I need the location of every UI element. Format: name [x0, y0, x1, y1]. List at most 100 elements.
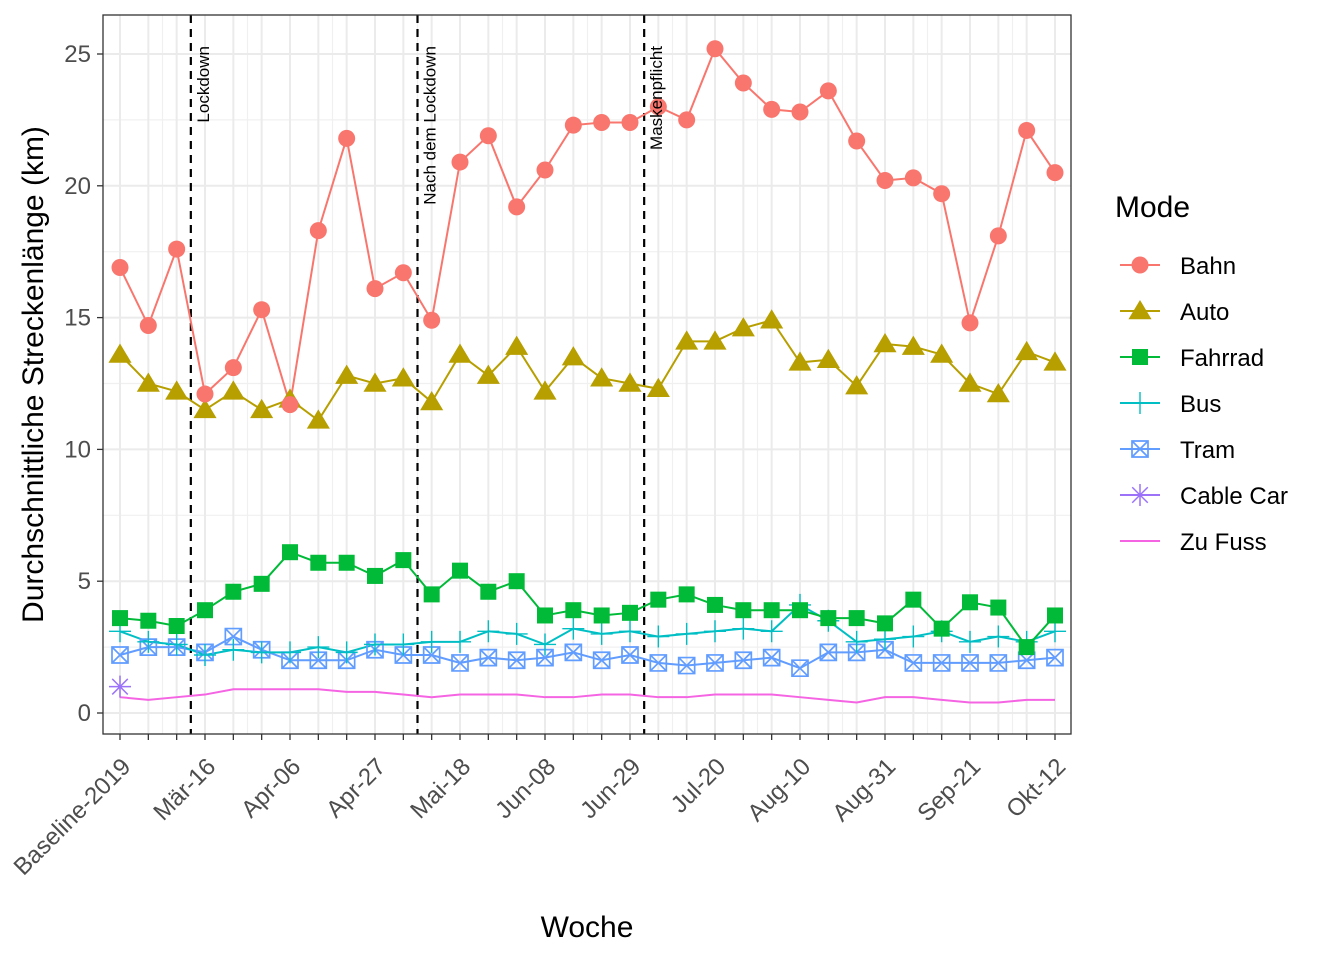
data-point-fahrrad: [168, 618, 185, 635]
data-point-bus: [505, 622, 528, 645]
annotations: Lockdown Nach dem Lockdown Maskenpflicht: [194, 46, 666, 205]
data-point-bus: [732, 617, 755, 640]
legend-key-marker: [1129, 484, 1151, 506]
data-point-fahrrad: [990, 599, 1007, 616]
data-point-fahrrad: [508, 573, 525, 590]
legend-item-cable-car: Cable Car: [1120, 483, 1288, 510]
series-points-fahrrad: [112, 544, 1063, 656]
data-point-fahrrad: [962, 594, 978, 611]
data-point-fahrrad: [282, 544, 298, 561]
legend-key-marker: [1131, 256, 1149, 274]
data-point-bahn: [1018, 121, 1036, 139]
data-point-fahrrad: [112, 610, 128, 627]
data-point-auto: [901, 335, 925, 355]
data-point-fahrrad: [593, 607, 610, 624]
data-point-cable-car: [109, 675, 131, 698]
data-point-auto: [476, 364, 500, 384]
data-point-tram: [904, 654, 923, 672]
data-point-auto: [193, 398, 217, 419]
data-point-bus: [165, 633, 188, 656]
y-tick-label: 5: [78, 568, 91, 595]
data-point-bahn: [508, 198, 526, 216]
data-point-tram: [507, 651, 526, 670]
data-point-fahrrad: [452, 562, 468, 579]
data-point-bahn: [904, 169, 922, 187]
data-point-auto: [391, 367, 415, 387]
data-point-bahn: [224, 359, 242, 377]
series-line-bahn: [119, 46, 1056, 405]
legend-item-auto: Auto: [1120, 299, 1229, 326]
data-point-bahn: [281, 396, 299, 414]
legend-key-marker: [1128, 300, 1152, 320]
data-point-bus: [1044, 620, 1066, 643]
series-points-cable-car: [109, 675, 131, 698]
data-point-fahrrad: [877, 615, 893, 632]
series-line-auto: [119, 319, 1056, 422]
data-point-bus: [590, 622, 613, 645]
data-point-bahn: [168, 240, 186, 258]
legend-item-zu-fuss: Zu Fuss: [1120, 529, 1267, 556]
data-point-auto: [1015, 340, 1039, 361]
y-tick-label: 0: [78, 700, 91, 727]
data-point-bahn: [989, 227, 1007, 245]
data-point-bus: [675, 622, 698, 645]
annotation-lines: [189, 15, 646, 734]
data-point-bahn: [933, 185, 951, 203]
data-point-fahrrad: [1018, 639, 1035, 656]
data-point-bahn: [309, 222, 327, 240]
data-point-bahn: [734, 74, 752, 92]
data-point-bahn: [451, 153, 469, 171]
data-point-bus: [392, 633, 415, 656]
data-point-bus: [959, 630, 981, 653]
x-tick-label: Jul-20: [666, 753, 731, 818]
data-point-auto: [873, 332, 897, 353]
data-point-bahn: [1046, 164, 1064, 182]
data-point-bahn: [536, 161, 554, 179]
data-point-bus: [874, 628, 896, 651]
data-point-tram: [706, 654, 724, 672]
data-point-auto: [306, 409, 330, 429]
data-point-auto: [760, 309, 784, 329]
data-point-bahn: [366, 280, 384, 298]
data-point-tram: [536, 648, 554, 667]
data-point-fahrrad: [622, 604, 638, 621]
data-point-bahn: [593, 114, 611, 132]
plot-border: [102, 14, 1072, 735]
x-tick-label: Aug-10: [742, 753, 816, 827]
data-point-fahrrad: [140, 612, 157, 629]
data-point-bahn: [791, 103, 809, 121]
y-tick-label: 15: [64, 305, 91, 332]
data-point-fahrrad: [933, 620, 950, 637]
data-point-bahn: [678, 111, 696, 129]
data-point-fahrrad: [763, 602, 780, 619]
data-point-bus: [335, 641, 358, 664]
data-point-bus: [420, 630, 443, 653]
data-point-tram: [961, 654, 979, 672]
y-tick-label: 20: [64, 173, 91, 200]
legend-item-bus: Bus: [1120, 391, 1221, 418]
legend-label: Bahn: [1180, 253, 1236, 280]
data-point-auto: [363, 372, 387, 392]
data-point-auto: [448, 343, 472, 363]
legend-item-fahrrad: Fahrrad: [1120, 345, 1264, 372]
data-point-fahrrad: [395, 552, 412, 569]
data-point-tram: [734, 651, 753, 670]
series-points-auto: [108, 309, 1067, 429]
series-line-zu-fuss: [119, 688, 1055, 704]
data-point-auto: [986, 383, 1010, 403]
data-point-bus: [562, 617, 585, 640]
y-tick-label: 10: [64, 436, 91, 463]
legend: Mode Bahn Auto Fahrrad Bus Tram Cable Car Zu F…: [1115, 191, 1288, 556]
data-point-bus: [845, 630, 868, 653]
data-point-fahrrad: [225, 583, 242, 600]
legend-key-marker: [1129, 392, 1151, 414]
data-point-auto: [788, 351, 812, 371]
data-point-fahrrad: [537, 607, 553, 624]
data-point-bus: [222, 638, 245, 661]
data-point-bahn: [196, 385, 214, 403]
data-point-tram: [621, 646, 639, 664]
y-tick-label: 25: [64, 41, 91, 68]
legend-key-marker: [1132, 349, 1148, 365]
data-point-fahrrad: [253, 575, 270, 592]
